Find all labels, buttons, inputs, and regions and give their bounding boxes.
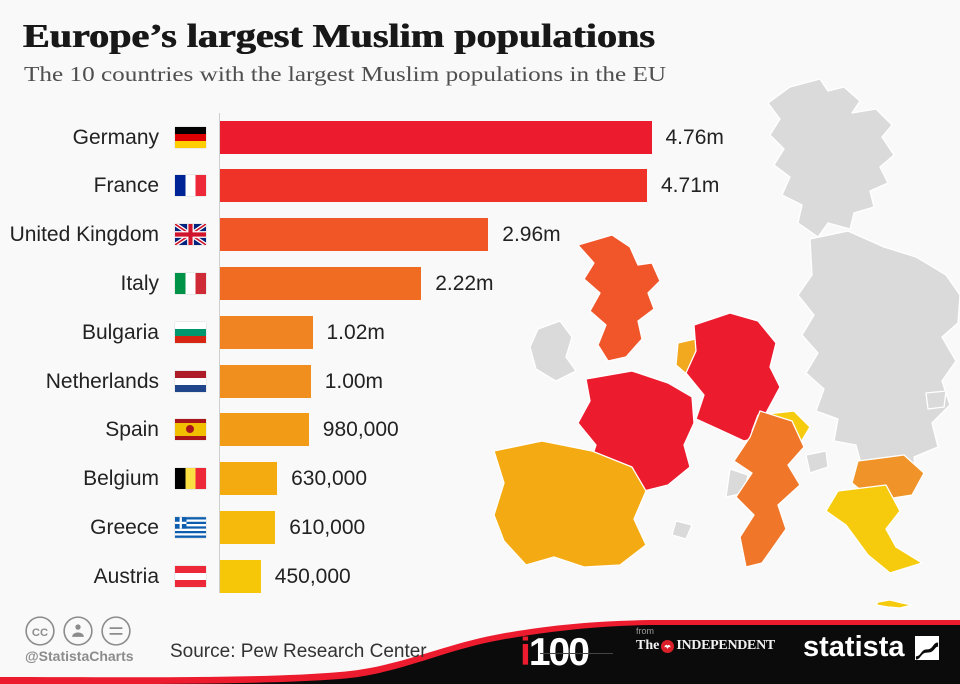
svg-text:CC: CC — [32, 627, 48, 639]
